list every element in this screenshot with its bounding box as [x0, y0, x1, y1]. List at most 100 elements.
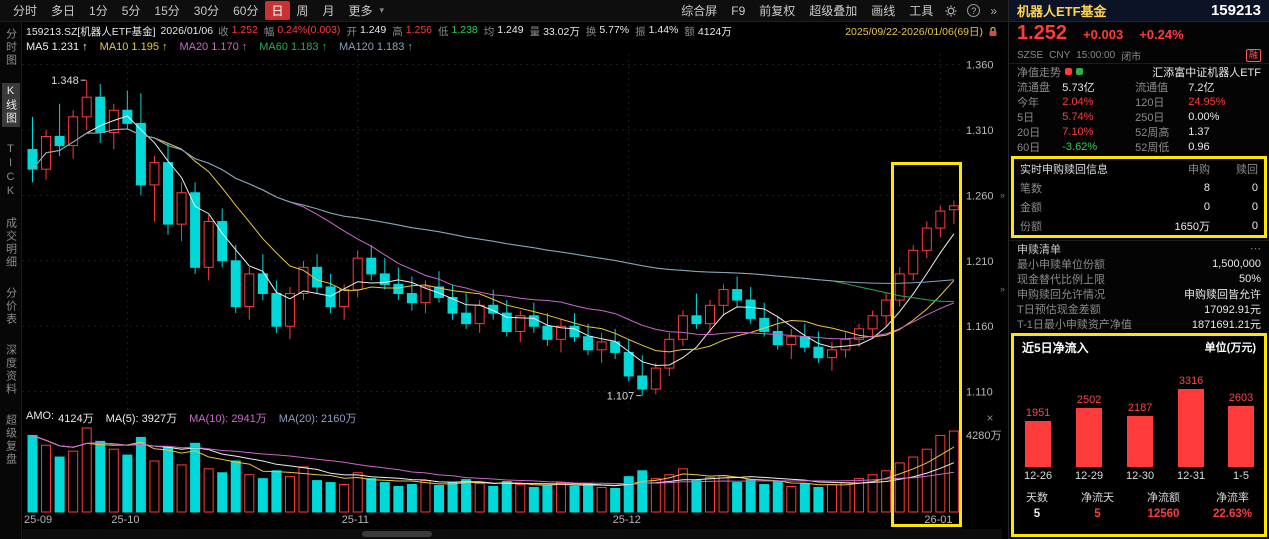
green-marker-icon [1076, 68, 1083, 75]
scrollbar-thumb[interactable] [362, 531, 432, 537]
x-axis-label-25-12: 25-12 [612, 514, 641, 526]
sidebar-item-K线图[interactable]: K线图 [1, 83, 20, 127]
stat-label-20日: 20日 [1017, 126, 1041, 139]
toolbar-item-超级叠加[interactable]: 超级叠加 [809, 4, 858, 18]
stat-value-今年: 2.04% [1062, 95, 1094, 108]
subscription-rows: 笔数 8 0 金额 0 0 份额 1650万 0 [1014, 178, 1264, 235]
panel-splitter[interactable]: »» [1000, 22, 1008, 539]
stat-value-流通值: 7.2亿 [1188, 81, 1215, 94]
stat-label-流通盘: 流通盘 [1017, 81, 1050, 94]
sidebar-item-深度资料[interactable]: 深度资料 [4, 344, 17, 396]
subscription-header: 实时申购赎回信息 申购 赎回 [1014, 159, 1264, 178]
stat-label-流通值: 流通值 [1135, 81, 1169, 94]
flow-bar-column: 2187 12-30 [1126, 358, 1154, 484]
toolbar-right: 综合屏 F9 前复权 超级叠加 画线 工具 [674, 1, 940, 20]
more-ellipsis-icon[interactable]: ⋯ [1250, 243, 1261, 255]
toolbar-item-日[interactable]: 日 [265, 1, 290, 20]
redemption-list-title-row[interactable]: 申赎清单 ⋯ [1009, 240, 1269, 256]
help-icon[interactable]: ? [962, 4, 985, 17]
toolbar-item-综合屏[interactable]: 综合屏 [681, 4, 718, 18]
toolbar-overflow-icon[interactable]: » [990, 3, 997, 18]
field-value: 1.249 [359, 23, 387, 36]
fund-stats: 流通盘 5.73亿 流通值 7.2亿 今年 2.04% 120日 24.95% 5日 5.74% 2… [1009, 79, 1269, 154]
market-status-row: SZSE CNY 15:00:00 闭市 融 [1009, 48, 1269, 64]
ma-field-MA60: MA60 1.183 ↑ [259, 41, 327, 53]
collapse-arrow-icon[interactable]: » [1000, 190, 1006, 200]
date-range-label: 2025/09/22-2026/01/06(69日) [845, 25, 983, 38]
field-label: 换 [585, 25, 597, 38]
chevron-down-icon: ▾ [379, 5, 385, 15]
toolbar-item-前复权[interactable]: 前复权 [759, 4, 796, 18]
flow-value: 3316 [1178, 375, 1204, 387]
sidebar-item-成交明细[interactable]: 成交明细 [4, 217, 17, 269]
close-icon[interactable]: × [986, 410, 994, 425]
quote-field-额: 额 4124万 [684, 24, 731, 39]
chart-region: 159213.SZ[机器人ETF基金] 2026/01/06 收 1.252 幅 0.… [22, 22, 1002, 539]
svg-text:1.107: 1.107 [607, 391, 635, 403]
net-inflow-box: 近5日净流入 单位(万元) 1951 12-26 2502 12-29 2187 12-3… [1011, 333, 1267, 537]
flow-stat-label: 天数 [1026, 492, 1048, 504]
field-label: 振 [635, 25, 646, 38]
underlying-fund-name: 汇添富中证机器人ETF [1152, 66, 1261, 79]
toolbar-item-工具[interactable]: 工具 [909, 4, 934, 18]
sidebar-item-分时图[interactable]: 分时图 [4, 28, 17, 67]
flow-date: 12-31 [1177, 470, 1206, 482]
sidebar-item-分价表[interactable]: 分价表 [4, 287, 17, 326]
toolbar-item-更多[interactable]: 更多 [348, 4, 373, 18]
subscription-row-金额: 金额 0 0 [1014, 197, 1264, 216]
arrow-up-icon: ↑ [321, 41, 328, 53]
svg-text:4280万: 4280万 [966, 430, 1001, 442]
toolbar-item-画线[interactable]: 画线 [871, 4, 896, 18]
net-inflow-title: 近5日净流入 [1022, 340, 1089, 355]
flow-value: 2603 [1228, 392, 1254, 404]
toolbar-item-30分[interactable]: 30分 [193, 4, 220, 18]
toolbar-item-1分[interactable]: 1分 [89, 4, 108, 18]
field-value: 0.24%(0.003) [277, 23, 341, 36]
sidebar-item-超级复盘[interactable]: 超级复盘 [4, 414, 17, 466]
quote-fields: 收 1.252 幅 0.24%(0.003) 开 1.249 高 1.256 低 1.238 均 1.… [218, 24, 732, 39]
quote-field-量: 量 33.02万 [530, 24, 580, 39]
subscription-label: 份额 [1020, 220, 1042, 233]
volume-ma-field: MA(10): 2941万 [189, 412, 267, 425]
volume-chart[interactable]: 4280万 [22, 425, 1002, 513]
flow-stat-value: 5 [1094, 508, 1101, 520]
margin-badge[interactable]: 融 [1245, 49, 1261, 62]
toolbar-item-5分[interactable]: 5分 [121, 4, 141, 18]
sidebar: 分时图 K线图 TICK 成交明细分价表深度资料超级复盘 [0, 22, 22, 539]
toolbar-item-多日[interactable]: 多日 [51, 4, 76, 18]
stat-value-流通盘: 5.73亿 [1062, 81, 1095, 94]
field-value: 4124万 [697, 25, 732, 38]
toolbar-left: 分时 多日 1分 5分 15分 30分 60分日周月更多 [6, 1, 380, 20]
field-label: 开 [346, 25, 357, 38]
list-label: 最小申赎单位份额 [1017, 258, 1105, 271]
flow-bar-column: 2603 1-5 [1228, 358, 1254, 484]
field-value: 1.44% [648, 23, 679, 36]
subscription-label: 笔数 [1020, 182, 1042, 195]
field-value: 1.256 [405, 23, 432, 36]
quote-time: 15:00:00 [1076, 50, 1116, 61]
flow-bar [1228, 406, 1254, 467]
list-row: 现金替代比例上限 50% [1009, 271, 1269, 286]
toolbar-item-分时[interactable]: 分时 [13, 4, 38, 18]
list-label: T日预估现金差额 [1017, 303, 1101, 316]
svg-text:1.160: 1.160 [966, 321, 994, 333]
toolbar-item-F9[interactable]: F9 [731, 3, 746, 18]
stat-value-60日: -3.62% [1062, 140, 1098, 153]
ma-label: MA10 [99, 41, 129, 53]
ma-label: MA120 [339, 41, 374, 53]
toolbar-item-周[interactable]: 周 [296, 4, 309, 18]
toolbar-item-月[interactable]: 月 [322, 4, 335, 18]
flow-value: 2502 [1076, 394, 1102, 406]
toolbar-item-60分[interactable]: 60分 [233, 4, 259, 18]
settings-gear-icon[interactable] [940, 5, 962, 17]
field-value: 5.77% [599, 23, 630, 36]
toolbar: 分时 多日 1分 5分 15分 30分 60分日周月更多 ▾ 综合屏 F9 前复权 超级叠加 画线工… [0, 0, 1008, 22]
toolbar-item-15分[interactable]: 15分 [154, 4, 180, 18]
ma-value: 1.183 [376, 41, 405, 53]
kline-chart[interactable]: 1.360 1.310 1.260 1.210 1.160 1.110 1.348 1.107 [22, 54, 1002, 410]
bottom-scrollbar[interactable] [22, 529, 1002, 539]
sidebar-item-TICK[interactable]: TICK [4, 143, 17, 199]
collapse-arrow-icon[interactable]: » [1000, 284, 1006, 294]
nav-trend-row[interactable]: 净值走势 汇添富中证机器人ETF [1009, 64, 1269, 79]
lock-icon[interactable] [988, 26, 998, 37]
